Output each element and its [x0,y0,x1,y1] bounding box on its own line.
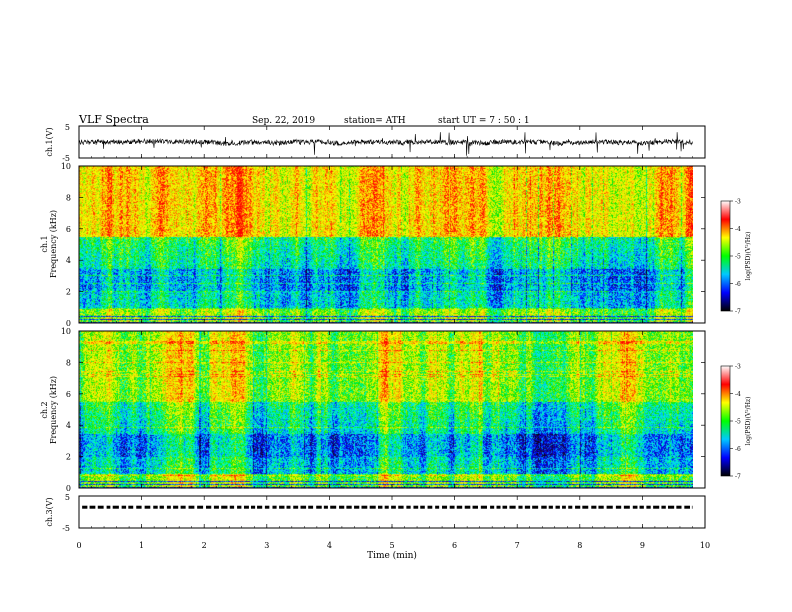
ch1-waveform-panel: 5 -5 ch.1(V) [45,123,706,163]
colorbar-tick-label: -4 [735,391,741,398]
ch2-colorbar-bar [720,365,731,477]
colorbar-tick-label: -6 [735,281,741,288]
station-label: station= ATH [344,116,406,126]
y-tick-label-2: 2 [66,288,71,297]
y-tick-label-10: 10 [61,327,71,336]
ch1-colorbar: -3 -4 -5 -6 -7 log(PSD)(V²/Hz) [720,199,752,316]
x-tick-label-7: 7 [515,541,520,550]
ch2-spectrogram-panel: 0 2 4 6 8 10 ch.2 Frequency (kHz) [40,327,706,493]
ch3-ylabel: ch.3(V) [45,497,54,526]
x-tick-label-8: 8 [577,541,582,550]
start-ut-label: start UT = 7 : 50 : 1 [438,116,530,126]
ch1-spectrogram-image [79,166,693,323]
colorbar-tick-label: -6 [735,446,741,453]
x-tick-label-6: 6 [452,541,457,550]
colorbar-tick-label: -5 [735,254,741,261]
ch1-colorbar-label: log(PSD)(V²/Hz) [745,232,752,281]
ch3-ytick-top: 5 [65,493,70,502]
y-tick-label-4: 4 [66,421,71,430]
y-tick-label-2: 2 [66,453,71,462]
ch1-spec-ylabel-ch: ch.1 [40,235,49,252]
y-tick-label-8: 8 [66,358,71,367]
ch1-ytick-top: 5 [65,123,70,132]
y-tick-label-4: 4 [66,256,71,265]
ch2-spec-ylabel-ch: ch.2 [40,401,49,418]
x-tick-label-4: 4 [327,541,332,550]
x-tick-label-1: 1 [139,541,144,550]
ch2-colorbar: -3 -4 -5 -6 -7 log(PSD)(V²/Hz) [720,364,752,481]
figure-title: VLF Spectra [78,113,149,126]
colorbar-tick-label: -5 [735,419,741,426]
colorbar-tick-label: -7 [735,474,741,481]
x-tick-label-10: 10 [700,541,710,550]
ch1-colorbar-ticks: -3 -4 -5 -6 -7 [730,199,741,316]
ch1-waveform-trace [78,132,693,156]
y-tick-label-6: 6 [66,225,71,234]
ch1-spectrogram-panel: 0 2 4 6 8 10 ch.1 Frequency (kHz) [40,162,706,328]
colorbar-tick-label: -7 [735,309,741,316]
time-axis: 0 1 2 3 4 5 6 7 8 9 10 [76,126,710,550]
ch2-colorbar-ticks: -3 -4 -5 -6 -7 [730,364,741,481]
ch1-ylabel: ch.1(V) [45,127,54,156]
ch1-spectrogram-yticks: 0 2 4 6 8 10 [61,162,705,328]
y-tick-label-0: 0 [66,484,71,493]
y-tick-label-6: 6 [66,390,71,399]
ch2-spec-ylabel-freq: Frequency (kHz) [49,376,58,444]
y-tick-label-10: 10 [61,162,71,171]
y-tick-label-8: 8 [66,193,71,202]
ch1-ytick-bottom: -5 [62,154,70,163]
ch3-waveform-panel: 5 -5 ch.3(V) [45,493,706,533]
date-label: Sep. 22, 2019 [252,116,315,126]
colorbar-tick-label: -4 [735,226,741,233]
x-tick-label-9: 9 [640,541,645,550]
x-tick-label-3: 3 [264,541,269,550]
ch2-colorbar-label: log(PSD)(V²/Hz) [745,397,752,446]
y-tick-label-0: 0 [66,319,71,328]
colorbar-tick-label: -3 [735,199,741,206]
ch2-spectrogram-image [79,331,693,488]
colorbar-tick-label: -3 [735,364,741,371]
ch2-spectrogram-yticks: 0 2 4 6 8 10 [61,327,705,493]
ch3-ytick-bottom: -5 [62,524,70,533]
time-axis-label: Time (min) [367,550,417,561]
x-tick-label-0: 0 [76,541,81,550]
x-tick-label-2: 2 [202,541,207,550]
ch1-spec-ylabel-freq: Frequency (kHz) [49,210,58,278]
x-tick-label-5: 5 [389,541,394,550]
ch3-waveform-frame [78,495,706,529]
ch1-colorbar-bar [720,200,731,312]
